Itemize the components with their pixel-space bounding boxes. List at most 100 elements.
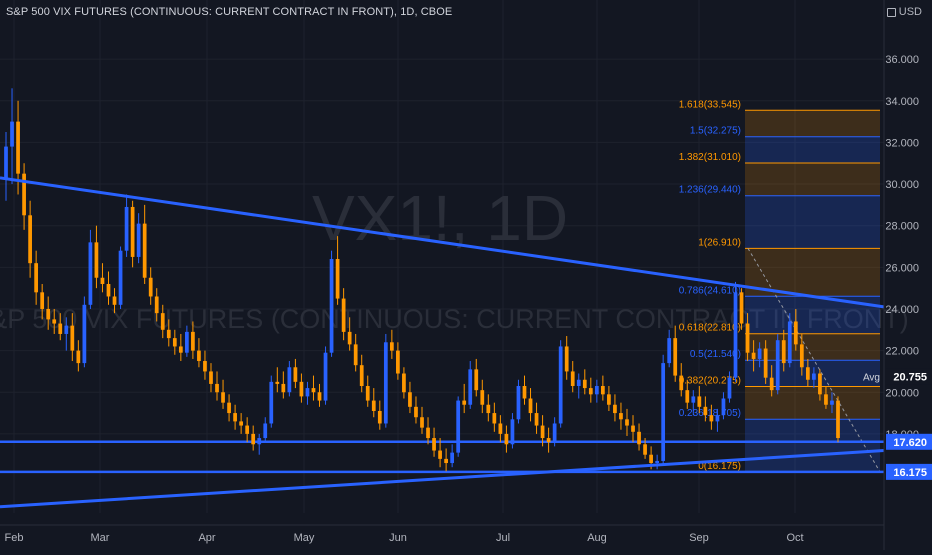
candle-body	[389, 342, 394, 351]
candle-body	[570, 371, 575, 387]
candle-body	[100, 277, 105, 284]
candle-body	[130, 206, 135, 257]
horizontal-lines[interactable]	[0, 440, 884, 474]
candle-body	[625, 419, 629, 426]
candle-body	[709, 415, 714, 422]
fib-band	[745, 163, 880, 196]
candle-body	[679, 375, 684, 391]
fib-band	[745, 110, 880, 137]
candle-body	[118, 250, 123, 305]
currency-selector[interactable]: USD	[886, 6, 922, 18]
fib-band	[745, 248, 880, 297]
candle-body	[16, 121, 20, 174]
candle-body	[631, 425, 635, 432]
y-tick-label: 34.000	[885, 96, 919, 108]
x-tick-label: May	[294, 532, 315, 544]
candle-body	[486, 404, 491, 414]
candle-body	[522, 386, 527, 399]
candle-body	[793, 321, 798, 345]
candle-body	[613, 404, 617, 414]
candle-body	[607, 394, 611, 405]
candle-body	[492, 413, 497, 424]
candle-body	[721, 398, 726, 416]
candle-body	[52, 319, 57, 324]
candle-body	[697, 396, 702, 407]
fib-level-label: 0.618(22.810)	[679, 323, 741, 334]
fib-level-label: 1.5(32.275)	[690, 126, 741, 137]
candle-body	[528, 398, 533, 414]
candle-body	[564, 346, 569, 372]
candle-body	[233, 413, 237, 422]
price-tag-bg	[886, 463, 932, 480]
candle-body	[311, 388, 316, 393]
fib-band	[745, 419, 880, 472]
fib-level-label: 1(26.910)	[698, 237, 741, 248]
trendline	[0, 449, 885, 509]
candle-body	[299, 381, 304, 397]
candle-body	[739, 292, 744, 324]
watermark: VX1!, 1D S&P 500 VIX FUTURES (CONTINUOUS…	[0, 182, 909, 334]
candle-body	[88, 242, 93, 305]
fib-level-label: 0(16.175)	[698, 461, 741, 472]
candle-body	[510, 419, 515, 445]
fib-level-label: 0.5(21.540)	[690, 349, 741, 360]
candle-body	[221, 392, 225, 403]
candle-body	[40, 292, 45, 309]
candle-body	[444, 458, 448, 464]
candle-body	[136, 223, 141, 257]
candle-body	[552, 423, 557, 443]
trendlines[interactable]	[0, 176, 885, 509]
candle-body	[275, 381, 280, 384]
candle-body	[396, 350, 400, 374]
time-axis[interactable]: Feb Mar Apr May Jun Jul Aug Sep Oct	[0, 524, 884, 544]
candle-body	[160, 313, 165, 330]
price-labels: 20.755 Avg 17.620 16.175	[863, 368, 932, 480]
candle-body	[22, 173, 26, 216]
candle-body	[546, 438, 551, 443]
price-tag-value: 20.755	[893, 372, 927, 384]
candle-body	[323, 352, 328, 401]
candle-body	[353, 344, 358, 366]
price-tag-bg	[886, 368, 932, 385]
candle-body	[655, 460, 659, 464]
candle-body	[588, 388, 593, 395]
x-tick-label: Mar	[91, 532, 110, 544]
candle-body	[28, 215, 32, 264]
price-tag-bg	[886, 433, 932, 450]
candle-body	[824, 394, 828, 405]
price-axis[interactable]: 18.00020.00022.00024.00026.00028.00030.0…	[883, 0, 919, 550]
candle-body	[82, 304, 87, 364]
y-tick-label: 26.000	[885, 262, 919, 274]
x-tick-label: Jun	[389, 532, 407, 544]
candle-body	[769, 377, 774, 391]
candle-body	[94, 242, 99, 278]
candle-body	[781, 340, 786, 364]
candle-body	[643, 444, 647, 455]
candle-body	[637, 431, 641, 445]
candle-body	[757, 348, 762, 359]
trendline	[0, 176, 885, 309]
y-tick-label: 30.000	[885, 179, 919, 191]
candle-body	[112, 296, 117, 305]
candle-body	[667, 338, 672, 364]
x-tick-label: Jul	[496, 532, 510, 544]
candle-body	[594, 386, 599, 395]
candle-body	[191, 331, 195, 351]
fib-band	[745, 195, 880, 249]
candle-body	[64, 325, 69, 334]
candle-body	[691, 396, 696, 403]
candle-body	[269, 381, 274, 424]
fib-extension[interactable]: 1.618(33.545) 1.5(32.275) 1.382(31.010) 1.2…	[679, 99, 881, 473]
candle-body	[203, 361, 207, 372]
candle-body	[582, 379, 587, 389]
grid-lines	[0, 0, 884, 513]
candle-body	[558, 346, 563, 424]
y-tick-label: 32.000	[885, 137, 919, 149]
lock-icon	[886, 7, 896, 17]
candle-body	[504, 433, 509, 445]
candle-body	[383, 342, 388, 424]
x-tick-label: Sep	[689, 532, 709, 544]
candle-body	[305, 388, 310, 397]
